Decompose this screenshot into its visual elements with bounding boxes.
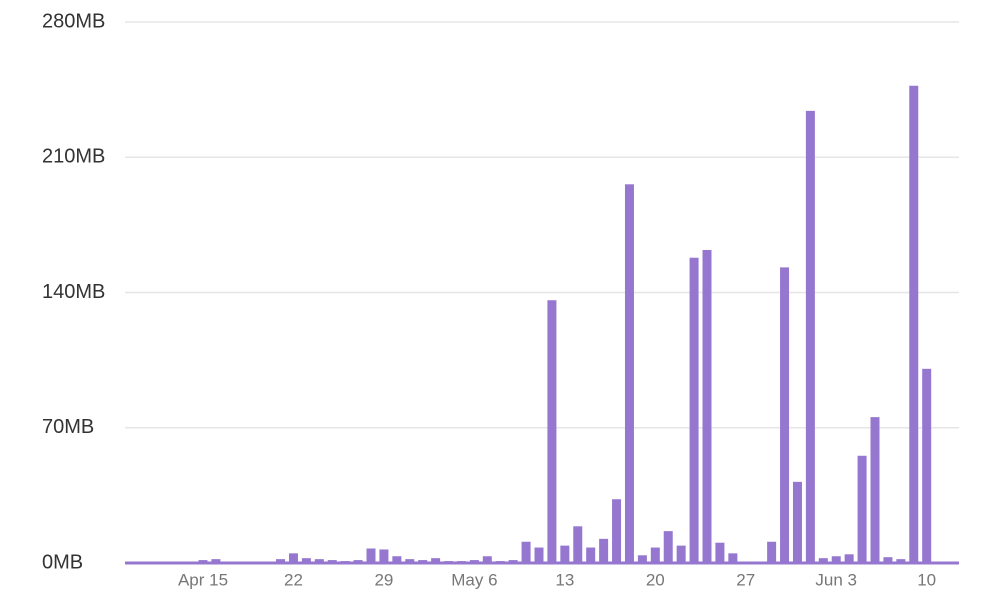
bar xyxy=(844,554,854,563)
x-tick-label: Jun 3 xyxy=(815,570,857,589)
bar xyxy=(366,548,376,563)
bar xyxy=(922,368,932,563)
bar xyxy=(792,481,802,563)
bar xyxy=(870,417,880,563)
bar xyxy=(482,556,492,563)
bar xyxy=(301,558,311,563)
x-tick-label: May 6 xyxy=(451,570,497,589)
bar xyxy=(624,184,634,564)
bar xyxy=(715,542,725,563)
bar xyxy=(431,558,441,563)
bar xyxy=(612,499,622,563)
bar xyxy=(211,559,221,563)
bar xyxy=(676,545,686,563)
bar xyxy=(780,267,790,563)
bar xyxy=(728,553,738,563)
bar xyxy=(883,557,893,563)
bar xyxy=(663,531,673,563)
bar xyxy=(689,257,699,563)
y-tick-label: 0MB xyxy=(42,551,83,573)
bar xyxy=(534,547,544,563)
bar xyxy=(831,556,841,563)
bar xyxy=(405,559,415,563)
y-tick-label: 70MB xyxy=(42,416,94,438)
bar xyxy=(547,300,557,563)
x-tick-label: 20 xyxy=(646,570,665,589)
bar xyxy=(586,547,596,563)
bar xyxy=(560,545,570,563)
bar xyxy=(314,559,324,563)
bar xyxy=(767,541,777,563)
bar xyxy=(573,526,583,563)
y-tick-label: 280MB xyxy=(42,10,105,32)
bar xyxy=(288,553,298,563)
x-tick-label: 10 xyxy=(917,570,936,589)
x-tick-label: Apr 15 xyxy=(178,570,228,589)
x-tick-label: 22 xyxy=(284,570,303,589)
bar xyxy=(896,559,906,563)
x-tick-label: 27 xyxy=(736,570,755,589)
bar xyxy=(702,249,712,563)
baseline xyxy=(125,561,959,565)
x-tick-label: 13 xyxy=(555,570,574,589)
y-tick-label: 210MB xyxy=(42,146,105,168)
bar xyxy=(650,547,660,563)
bar xyxy=(379,549,389,563)
bar xyxy=(818,558,828,563)
bar xyxy=(276,559,286,563)
bar xyxy=(392,556,402,563)
bar xyxy=(805,110,815,563)
bar xyxy=(521,541,531,563)
x-tick-label: 29 xyxy=(374,570,393,589)
bar xyxy=(637,555,647,563)
bar xyxy=(857,455,867,563)
y-tick-label: 140MB xyxy=(42,281,105,303)
bar xyxy=(909,85,919,563)
bar xyxy=(599,538,609,563)
